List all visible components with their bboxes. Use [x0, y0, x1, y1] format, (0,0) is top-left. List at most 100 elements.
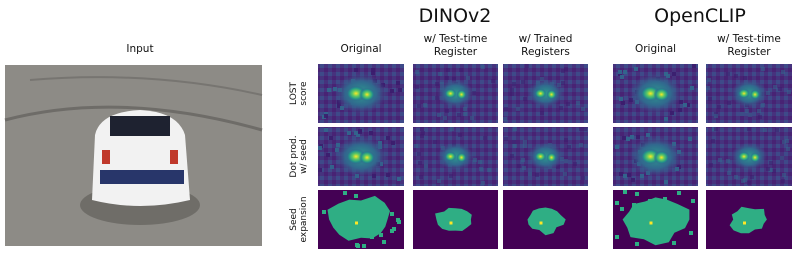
seed-cell	[322, 210, 326, 214]
input-label: Input	[126, 43, 153, 55]
heatmap-panel	[413, 64, 498, 123]
noise-cell	[683, 103, 687, 107]
activation-peak	[456, 152, 467, 163]
noise-cell	[472, 91, 476, 95]
noise-cell	[491, 79, 495, 83]
noise-cell	[740, 112, 744, 116]
noise-cell	[466, 76, 470, 80]
seed-cell	[371, 211, 375, 215]
heatmap-panel	[413, 127, 498, 186]
noise-cell	[369, 131, 373, 135]
noise-cell	[340, 106, 344, 110]
noise-cell	[513, 144, 517, 148]
column-label-line: w/ Test-time	[717, 33, 781, 45]
seed-cell	[648, 199, 652, 203]
seed-cell	[672, 241, 676, 245]
noise-cell	[556, 165, 560, 169]
noise-cell	[330, 165, 334, 169]
seed-cell	[635, 192, 639, 196]
noise-cell	[780, 156, 784, 160]
seed-cell	[370, 235, 374, 239]
activation-peak	[750, 89, 760, 100]
noise-cell	[782, 173, 786, 177]
noise-cell	[646, 133, 650, 137]
noise-cell	[420, 127, 424, 131]
seed-cell	[691, 199, 695, 203]
noise-cell	[750, 175, 754, 179]
row-label-text-line: score	[299, 81, 309, 106]
seed-cell	[390, 212, 394, 216]
noise-cell	[423, 103, 427, 107]
activation-peak	[444, 88, 457, 99]
noise-cell	[615, 145, 619, 149]
column-label: Original	[635, 43, 676, 55]
noise-cell	[463, 112, 467, 116]
noise-cell	[766, 167, 770, 171]
input-image	[4, 65, 263, 246]
noise-cell	[564, 67, 568, 71]
noise-cell	[522, 166, 526, 170]
noise-cell	[481, 181, 485, 185]
seed-cell	[632, 203, 636, 207]
noise-cell	[371, 71, 375, 75]
noise-cell	[709, 163, 713, 167]
noise-cell	[564, 138, 568, 142]
noise-cell	[504, 137, 508, 141]
noise-cell	[333, 87, 337, 91]
seed-cell	[334, 219, 338, 223]
heatmap-panel	[706, 127, 792, 186]
noise-cell	[417, 104, 421, 108]
seed-cell	[359, 214, 363, 218]
noise-cell	[781, 179, 785, 183]
noise-cell	[445, 109, 449, 113]
noise-cell	[761, 67, 765, 71]
noise-cell	[324, 128, 328, 132]
noise-cell	[443, 116, 447, 120]
noise-cell	[424, 164, 428, 168]
activation-peak	[546, 152, 557, 163]
seed-region	[729, 206, 767, 234]
noise-cell	[446, 68, 450, 72]
noise-cell	[743, 76, 747, 80]
noise-cell	[421, 131, 425, 135]
noise-cell	[318, 146, 322, 150]
seed-cell	[620, 207, 624, 211]
noise-cell	[690, 86, 694, 90]
seed-cell	[615, 235, 619, 239]
heatmap-panel	[503, 127, 588, 186]
noise-cell	[452, 77, 456, 81]
noise-cell	[445, 76, 449, 80]
noise-cell	[523, 97, 527, 101]
noise-cell	[418, 161, 422, 165]
noise-cell	[504, 107, 508, 111]
noise-cell	[636, 135, 640, 139]
noise-cell	[717, 105, 721, 109]
noise-cell	[512, 82, 516, 86]
noise-cell	[773, 85, 777, 89]
noise-cell	[561, 69, 565, 73]
heatmap-panel	[613, 190, 698, 249]
group-title: DINOv2	[419, 5, 492, 27]
seed-point	[649, 221, 653, 225]
noise-cell	[567, 145, 571, 149]
noise-cell	[458, 133, 462, 137]
noise-cell	[396, 81, 400, 85]
noise-cell	[763, 128, 767, 132]
noise-cell	[513, 127, 517, 131]
noise-cell	[449, 174, 453, 178]
column-label: Original	[340, 43, 381, 55]
noise-cell	[356, 133, 360, 137]
heatmap-panel	[413, 190, 498, 249]
activation-peak	[359, 150, 375, 165]
seed-cell	[632, 219, 636, 223]
noise-cell	[386, 173, 390, 177]
noise-cell	[516, 107, 520, 111]
noise-cell	[679, 100, 683, 104]
seed-cell	[382, 240, 386, 244]
noise-cell	[521, 80, 525, 84]
activation-peak	[534, 151, 547, 162]
noise-cell	[618, 70, 622, 74]
noise-cell	[523, 140, 527, 144]
row-label-text-line: expansion	[299, 196, 309, 242]
heatmap-panel	[613, 64, 698, 123]
